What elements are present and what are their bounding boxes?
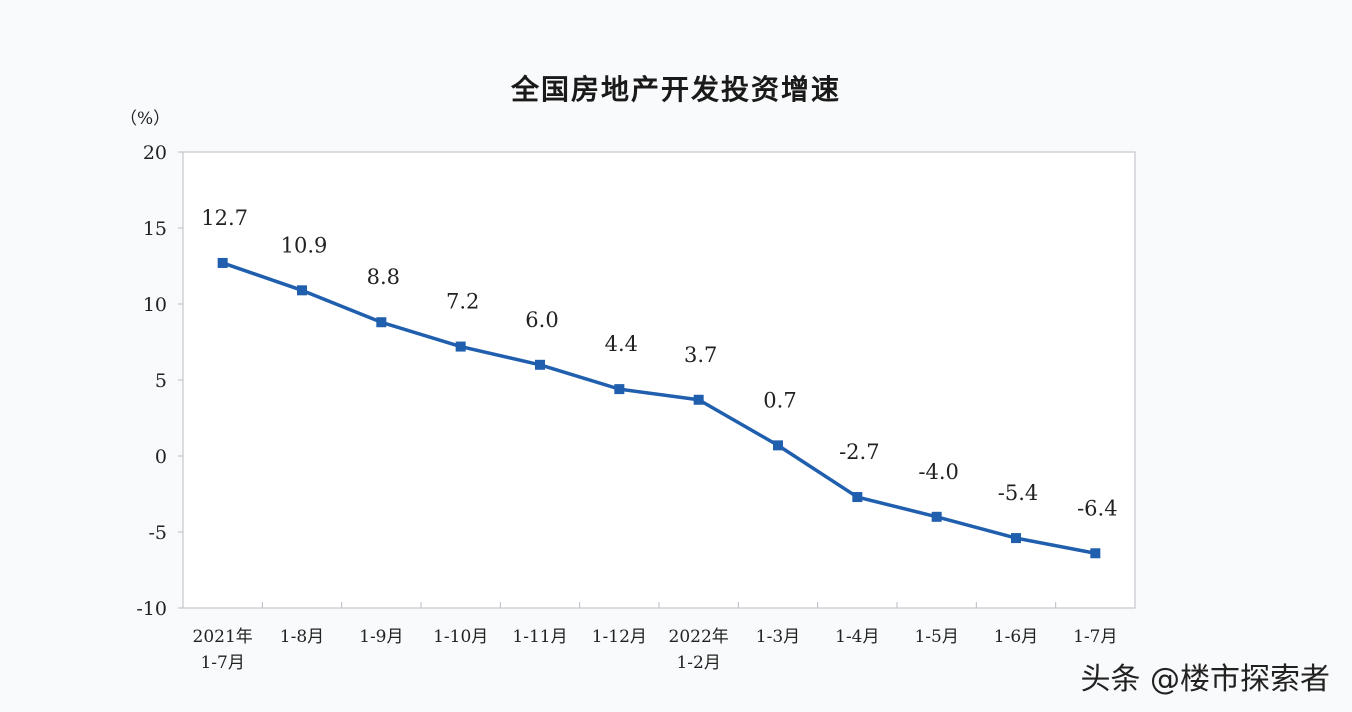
data-label: -2.7 bbox=[839, 440, 880, 464]
data-point bbox=[852, 492, 863, 503]
data-point bbox=[376, 317, 387, 328]
x-tick-label: 2022年 bbox=[669, 627, 729, 647]
plot-area bbox=[182, 151, 1136, 609]
y-tick-label: -10 bbox=[136, 598, 167, 620]
data-point bbox=[693, 394, 704, 405]
y-tick-label: 0 bbox=[155, 446, 167, 468]
data-label: -6.4 bbox=[1077, 496, 1118, 520]
y-tick-label: 5 bbox=[155, 370, 167, 392]
data-label: 8.8 bbox=[367, 265, 400, 289]
data-label: -4.0 bbox=[918, 460, 959, 484]
data-point bbox=[217, 257, 228, 268]
data-point bbox=[1090, 548, 1101, 559]
x-tick-label: 1-8月 bbox=[280, 627, 324, 647]
data-point bbox=[455, 341, 466, 352]
x-tick-label: 1-2月 bbox=[676, 653, 720, 673]
data-label: 10.9 bbox=[281, 233, 328, 257]
y-axis-unit: （%） bbox=[120, 109, 171, 129]
x-tick-label: 1-4月 bbox=[835, 627, 879, 647]
data-point bbox=[931, 511, 942, 522]
y-tick-label: 10 bbox=[143, 294, 167, 316]
chart-title: 全国房地产开发投资增速 bbox=[510, 73, 841, 106]
data-point bbox=[297, 285, 307, 296]
data-point bbox=[535, 359, 545, 370]
data-label: 3.7 bbox=[684, 343, 717, 367]
data-point bbox=[773, 440, 783, 451]
data-label: 12.7 bbox=[201, 206, 248, 230]
data-label: 7.2 bbox=[446, 290, 479, 314]
series-line bbox=[222, 261, 1096, 555]
y-tick-label: 20 bbox=[143, 142, 167, 164]
x-tick-label: 1-11月 bbox=[512, 627, 567, 647]
y-tick-label: -5 bbox=[148, 522, 167, 544]
x-tick-label: 1-12月 bbox=[592, 627, 647, 647]
data-point bbox=[1011, 533, 1021, 544]
data-label: 6.0 bbox=[525, 308, 558, 332]
y-tick-label: 15 bbox=[143, 218, 167, 240]
x-tick-label: 1-5月 bbox=[914, 627, 958, 647]
x-tick-label: 1-7月 bbox=[200, 653, 244, 673]
x-tick-label: 1-3月 bbox=[756, 627, 800, 647]
x-tick-label: 1-6月 bbox=[994, 627, 1038, 647]
x-tick-label: 1-9月 bbox=[359, 627, 403, 647]
x-tick-label: 1-7月 bbox=[1073, 627, 1117, 647]
data-point bbox=[614, 384, 625, 395]
x-tick-label: 2021年 bbox=[193, 627, 253, 647]
watermark: 头条 @楼市探索者 bbox=[1080, 662, 1330, 697]
data-label: 4.4 bbox=[605, 332, 638, 356]
x-tick-label: 1-10月 bbox=[433, 627, 488, 647]
data-label: 0.7 bbox=[763, 388, 796, 412]
data-label: -5.4 bbox=[998, 481, 1039, 505]
